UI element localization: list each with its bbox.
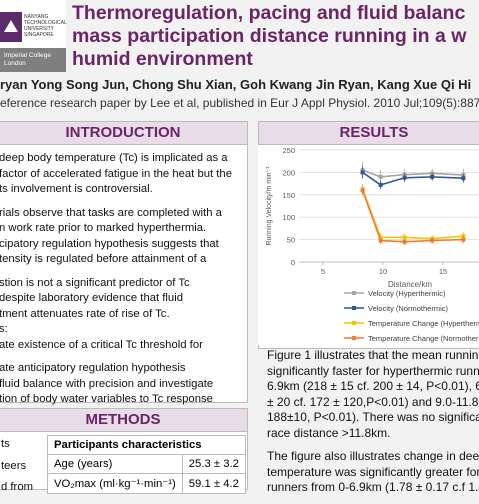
logo-graphic bbox=[0, 12, 66, 72]
title-line: Thermoregulation, pacing and fluid balan… bbox=[72, 2, 466, 24]
text-line: ate existence of a critical Tc threshold… bbox=[0, 338, 203, 351]
logo-text: NANYANG TECHNOLOGICAL UNIVERSITY SINGAPO… bbox=[24, 14, 67, 38]
text-line: deep body temperature (Tc) is implicated… bbox=[0, 152, 228, 164]
marker bbox=[378, 238, 383, 243]
section-heading: METHODS bbox=[0, 409, 247, 432]
legend-marker bbox=[352, 306, 356, 310]
paragraph: Figure 1 illustrates that the mean runni… bbox=[267, 348, 479, 441]
text-line: s: bbox=[0, 323, 8, 335]
participants-table: Participants characteristics Age (years) 2… bbox=[47, 435, 246, 494]
text-line: tensity is regulated before attainment o… bbox=[0, 253, 207, 265]
section-heading: INTRODUCTION bbox=[0, 122, 247, 145]
text-line: The figure also illustrates change in de… bbox=[267, 449, 479, 463]
legend-label: Temperature Change (Hyperthermic) bbox=[368, 319, 479, 328]
text-line: stion is not a significant predictor of … bbox=[0, 276, 190, 289]
y-tick-label: 0 bbox=[291, 258, 295, 267]
text-line: teers bbox=[1, 459, 27, 472]
marker bbox=[378, 174, 383, 179]
table-row: VO₂max (ml·kg⁻¹·min⁻¹) 59.1 ± 4.2 bbox=[47, 473, 246, 494]
text-line: cipatory regulation hypothesis suggests … bbox=[0, 237, 219, 250]
legend-marker bbox=[352, 336, 356, 340]
legend-label: Velocity (Hyperthermic) bbox=[368, 289, 446, 298]
text-line: ± 20 cf. 172 ± 120,P<0.01) and 9.0-11.8k bbox=[267, 394, 479, 409]
legend-label: Velocity (Normothermic) bbox=[368, 304, 449, 313]
marker bbox=[360, 170, 365, 175]
text-line: 188±10, P<0.01). There was no significa bbox=[267, 410, 479, 424]
x-tick-label: 10 bbox=[379, 267, 387, 276]
table-row: Age (years) 25.3 ± 3.2 bbox=[47, 454, 246, 474]
authors: ryan Yong Song Jun, Chong Shu Xian, Goh … bbox=[0, 77, 472, 92]
text-line: fluid balance with precision and investi… bbox=[0, 377, 214, 390]
table-cell: VO₂max (ml·kg⁻¹·min⁻¹) bbox=[47, 473, 183, 494]
text-line: rials observe that tasks are completed w… bbox=[0, 206, 222, 219]
text-line: ts bbox=[1, 438, 10, 450]
methods-panel: METHODS ts teers d from Participants chara… bbox=[0, 408, 248, 494]
paragraph: stion is not a significant predictor of … bbox=[0, 276, 247, 354]
x-axis-label: Distance/km bbox=[388, 280, 432, 289]
text-line: race distance >11.8km. bbox=[267, 425, 391, 440]
text-line: factor of accelerated fatigue in the hea… bbox=[0, 167, 232, 180]
logo: NANYANG TECHNOLOGICAL UNIVERSITY SINGAPO… bbox=[0, 0, 67, 72]
y-axis-label: Running Velocity/m min⁻¹ bbox=[266, 166, 273, 246]
paragraph: deep body temperature (Tc) is implicated… bbox=[0, 151, 247, 198]
title-line: mass participation distance running in a… bbox=[72, 25, 467, 47]
marker bbox=[430, 174, 435, 179]
text-line: Figure 1 illustrates that the mean runni… bbox=[267, 348, 479, 362]
y-tick-label: 200 bbox=[282, 168, 295, 177]
legend-marker bbox=[352, 291, 356, 295]
text-line: ts involvement is controversial. bbox=[0, 183, 153, 195]
text-line: 6.9km (218 ± 15 cf. 200 ± 14, P<0.01), 6 bbox=[267, 379, 479, 393]
text-line: n work rate prior to marked hyperthermia… bbox=[0, 222, 207, 234]
text-line: tment attenuates rate of rise of Tc. bbox=[0, 307, 170, 320]
legend-label: Temperature Change (Normothermic bbox=[368, 334, 479, 343]
y-tick-label: 150 bbox=[282, 191, 295, 200]
table-row: Participants characteristics bbox=[47, 435, 246, 455]
x-tick-label: 15 bbox=[439, 267, 447, 276]
y-tick-label: 100 bbox=[282, 213, 295, 222]
reference: eference research paper by Lee et al, pu… bbox=[0, 96, 479, 110]
paragraph: ate anticipatory regulation hypothesis fl… bbox=[0, 361, 247, 408]
results-text: Figure 1 illustrates that the mean runni… bbox=[267, 348, 479, 504]
text-line: ate anticipatory regulation hypothesis bbox=[0, 362, 186, 374]
methods-text: ts teers d from bbox=[1, 437, 33, 502]
marker bbox=[402, 235, 407, 240]
intro-text: deep body temperature (Tc) is implicated… bbox=[0, 145, 247, 408]
intro-panel: INTRODUCTION deep body temperature (Tc) … bbox=[0, 121, 248, 405]
y-tick-label: 250 bbox=[282, 146, 295, 155]
paragraph: The figure also illustrates change in de… bbox=[267, 449, 479, 496]
text-line: despite laboratory evidence that fluid bbox=[0, 292, 184, 304]
marker bbox=[402, 239, 407, 244]
marker bbox=[430, 238, 435, 243]
table-cell: 25.3 ± 3.2 bbox=[181, 454, 246, 474]
chart: 0 50 100 150 200 250 5 10 15 Distance/km Running V… bbox=[258, 145, 479, 345]
section-heading: RESULTS bbox=[259, 122, 479, 145]
marker bbox=[461, 176, 466, 181]
text-line: tion of body water variables to Tc respo… bbox=[0, 393, 213, 405]
marker bbox=[402, 175, 407, 180]
y-tick-label: 50 bbox=[287, 236, 295, 245]
table-cell: Age (years) bbox=[47, 454, 183, 474]
marker bbox=[461, 237, 466, 242]
marker bbox=[461, 234, 466, 239]
table-title: Participants characteristics bbox=[47, 435, 246, 455]
legend-marker bbox=[352, 321, 356, 325]
text-line: d from bbox=[1, 481, 34, 493]
table-cell: 59.1 ± 4.2 bbox=[181, 473, 246, 494]
chart-bg bbox=[258, 145, 479, 345]
text-line: significantly faster for hyperthermic ru… bbox=[267, 363, 479, 378]
paragraph: rials observe that tasks are completed w… bbox=[0, 206, 247, 268]
x-tick-label: 5 bbox=[321, 267, 325, 276]
title-line: humid environment bbox=[72, 48, 253, 70]
text-line: runners from 0-6.9km (1.78 ± 0.17 c.f 1.… bbox=[267, 480, 479, 494]
text-line: temperature was significantly greater fo… bbox=[267, 464, 479, 479]
marker bbox=[360, 188, 365, 193]
logo-text: Imperial College London bbox=[4, 52, 51, 67]
marker bbox=[378, 182, 383, 187]
title: Thermoregulation, pacing and fluid balan… bbox=[72, 2, 466, 71]
